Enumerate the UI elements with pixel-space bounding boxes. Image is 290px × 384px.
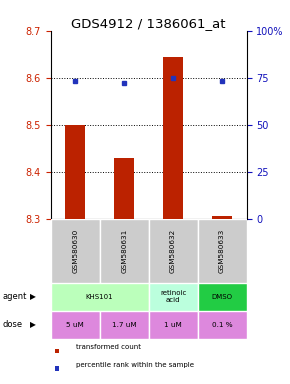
Text: 5 uM: 5 uM <box>66 322 84 328</box>
Text: percentile rank within the sample: percentile rank within the sample <box>76 362 194 368</box>
Text: GSM580631: GSM580631 <box>121 228 127 273</box>
Text: dose: dose <box>3 320 23 329</box>
Text: KHS101: KHS101 <box>86 294 113 300</box>
Bar <box>66 125 85 218</box>
Bar <box>55 366 59 371</box>
Text: 0.1 %: 0.1 % <box>212 322 232 328</box>
Bar <box>51 283 148 311</box>
Bar <box>55 349 59 353</box>
Text: GSM580633: GSM580633 <box>219 228 225 273</box>
Bar <box>148 218 197 283</box>
Text: ▶: ▶ <box>30 320 36 329</box>
Bar <box>114 157 134 218</box>
Text: 1 uM: 1 uM <box>164 322 182 328</box>
Bar <box>100 218 148 283</box>
Bar <box>51 311 100 339</box>
Text: DMSO: DMSO <box>211 294 233 300</box>
Text: agent: agent <box>3 292 27 301</box>
Bar <box>197 311 246 339</box>
Text: GSM580630: GSM580630 <box>72 228 78 273</box>
Text: retinoic
acid: retinoic acid <box>160 290 186 303</box>
Bar <box>212 216 232 218</box>
Text: ▶: ▶ <box>30 292 36 301</box>
Bar <box>163 56 183 218</box>
Bar <box>51 218 100 283</box>
Bar <box>197 283 246 311</box>
Bar <box>100 311 148 339</box>
Bar <box>148 311 197 339</box>
Title: GDS4912 / 1386061_at: GDS4912 / 1386061_at <box>71 17 226 30</box>
Bar <box>197 218 246 283</box>
Text: 1.7 uM: 1.7 uM <box>112 322 137 328</box>
Text: GSM580632: GSM580632 <box>170 228 176 273</box>
Text: transformed count: transformed count <box>76 344 141 350</box>
Bar <box>148 283 197 311</box>
